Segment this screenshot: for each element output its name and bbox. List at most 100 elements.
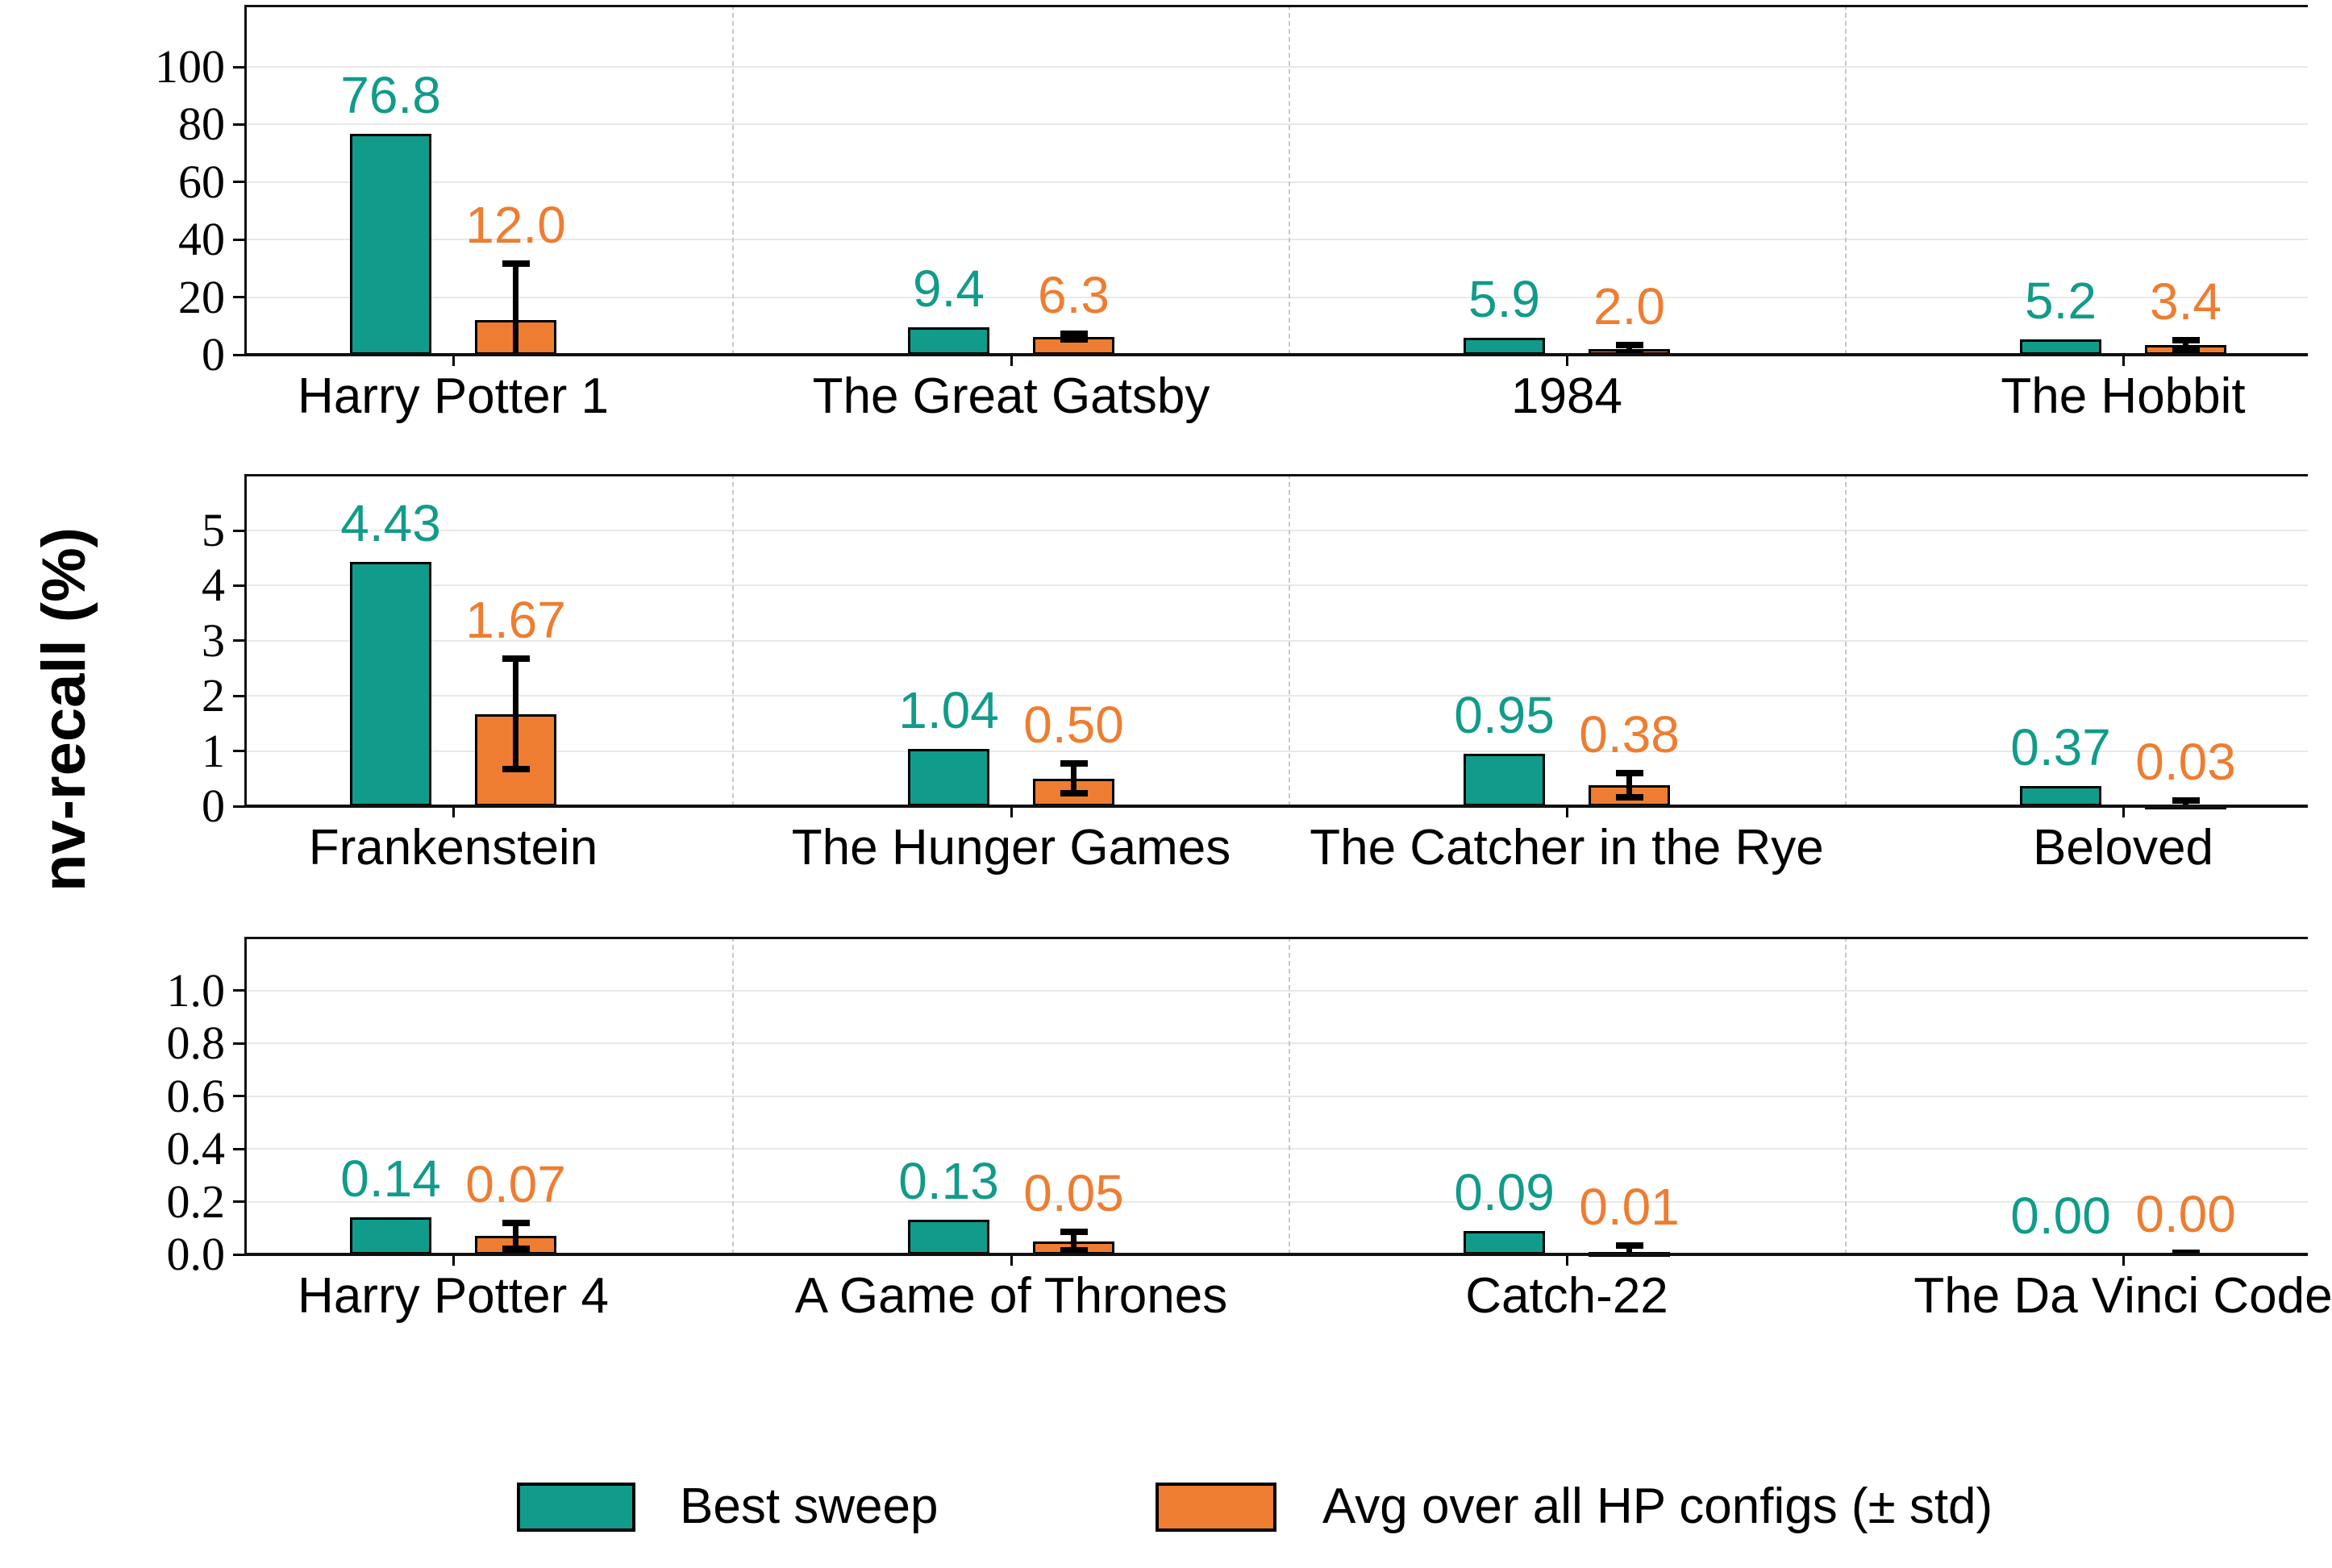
legend-label-avg-configs: Avg over all HP configs (± std) [1322, 1479, 1993, 1534]
x-axis-line [244, 805, 2308, 808]
x-tick-mark [1010, 806, 1013, 817]
group-separator [732, 937, 734, 1254]
y-tick-mark [233, 584, 244, 587]
y-gridline [244, 181, 2308, 183]
y-gridline [244, 1042, 2308, 1044]
legend-label-best-sweep: Best sweep [680, 1479, 939, 1534]
bar-best-sweep [2020, 785, 2101, 806]
group-separator [732, 474, 734, 806]
group-separator [1289, 474, 1290, 806]
error-bar-cap-top [1615, 1242, 1643, 1249]
y-gridline [244, 239, 2308, 241]
error-bar-cap-top [2172, 797, 2200, 805]
y-tick-mark [233, 1200, 244, 1203]
value-label-avg: 0.50 [1023, 696, 1124, 755]
y-tick-mark [233, 750, 244, 753]
y-tick-label: 0.8 [166, 1017, 226, 1069]
y-gridline [244, 1095, 2308, 1097]
group-separator [1289, 5, 1290, 355]
y-gridline [244, 123, 2308, 126]
bar-best-sweep [1464, 1230, 1545, 1254]
value-label-best: 0.37 [2010, 717, 2111, 776]
left-spine [244, 5, 247, 355]
y-gridline [244, 66, 2308, 68]
x-tick-label: The Hobbit [2001, 368, 2246, 424]
y-tick-label: 3 [202, 613, 225, 667]
error-bar-line [513, 264, 518, 355]
group-separator [1845, 937, 1847, 1254]
y-tick-label: 4 [202, 559, 225, 612]
y-tick-label: 0 [202, 780, 225, 832]
legend-swatch-avg-configs [1156, 1483, 1276, 1532]
bar-best-sweep [1464, 754, 1545, 806]
x-tick-mark [1010, 1254, 1013, 1266]
value-label-avg: 12.0 [465, 196, 566, 255]
error-bar-cap-bottom [1060, 336, 1088, 343]
value-label-best: 1.04 [898, 680, 999, 739]
y-tick-mark [233, 181, 244, 184]
x-axis-line [244, 1253, 2308, 1256]
y-tick-label: 0.0 [166, 1228, 226, 1280]
value-label-best: 0.00 [2010, 1187, 2111, 1245]
value-label-avg: 0.05 [1023, 1164, 1124, 1223]
x-tick-mark [2122, 355, 2125, 366]
group-separator [1845, 5, 1847, 355]
error-bar-line [1071, 1232, 1076, 1251]
y-tick-mark [233, 1042, 244, 1045]
y-gridline [244, 639, 2308, 642]
y-gridline [244, 530, 2308, 531]
y-gridline [244, 1148, 2308, 1150]
x-tick-label: Catch-22 [1465, 1268, 1668, 1324]
x-tick-label: A Game of Thrones [794, 1268, 1228, 1324]
y-tick-label: 0.4 [166, 1122, 226, 1175]
x-tick-mark [452, 806, 455, 817]
x-tick-label: Frankenstein [308, 820, 598, 876]
y-tick-label: 100 [155, 40, 225, 93]
error-bar-line [1626, 772, 1632, 798]
error-bar-cap-bottom [2172, 346, 2200, 353]
error-bar-cap-top [1060, 1229, 1088, 1236]
error-bar-cap-bottom [1060, 1247, 1088, 1254]
error-bar-cap-top [1615, 769, 1643, 776]
y-tick-label: 40 [178, 213, 225, 266]
value-label-avg: 0.38 [1579, 705, 1680, 763]
x-tick-label: The Da Vinci Code [1913, 1268, 2332, 1324]
x-tick-label: Harry Potter 4 [298, 1268, 609, 1324]
error-bar-cap-top [1060, 760, 1088, 767]
x-tick-mark [452, 355, 455, 366]
value-label-best: 0.13 [898, 1152, 999, 1211]
y-tick-label: 0 [202, 328, 225, 381]
error-bar-cap-top [1060, 330, 1088, 337]
bar-best-sweep [908, 1220, 989, 1254]
y-tick-label: 20 [178, 270, 225, 323]
value-label-avg: 2.0 [1593, 277, 1665, 335]
left-spine [244, 474, 247, 806]
y-gridline [244, 1200, 2308, 1203]
x-tick-label: The Catcher in the Rye [1310, 820, 1824, 876]
error-bar-line [1071, 763, 1076, 794]
top-spine [244, 937, 2308, 939]
error-bar-line [1626, 1245, 1632, 1254]
x-tick-label: 1984 [1511, 368, 1622, 424]
y-gridline [244, 584, 2308, 587]
group-separator [1289, 937, 1290, 1254]
error-bar-cap-top [502, 655, 530, 663]
x-tick-mark [1010, 355, 1013, 366]
value-label-best: 0.09 [1454, 1162, 1555, 1221]
x-tick-mark [1565, 1254, 1568, 1266]
value-label-avg: 6.3 [1038, 265, 1110, 324]
bar-best-sweep [350, 133, 431, 355]
error-bar-cap-top [2172, 337, 2200, 344]
left-spine [244, 937, 247, 1254]
x-tick-mark [452, 1254, 455, 1266]
y-tick-mark [233, 65, 244, 69]
bar-best-sweep [908, 327, 989, 355]
error-bar-cap-bottom [502, 766, 530, 773]
y-tick-mark [233, 238, 244, 241]
value-label-best: 5.9 [1468, 269, 1540, 328]
bar-best-sweep [908, 748, 989, 806]
y-gridline [244, 296, 2308, 298]
error-bar-cap-top [502, 260, 530, 268]
y-tick-mark [233, 296, 244, 299]
